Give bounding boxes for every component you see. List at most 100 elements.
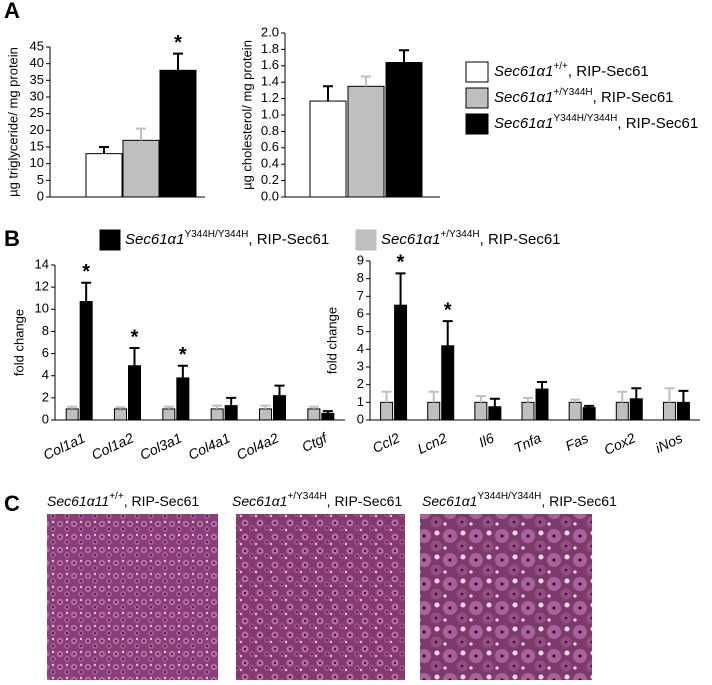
bar (162, 408, 176, 421)
image-caption: Sec61α1+/Y344H, RIP-Sec61 (232, 491, 402, 509)
y-tick-label: 6 (357, 305, 364, 320)
bar (309, 100, 347, 198)
error-bar (617, 390, 628, 403)
bar (441, 345, 455, 421)
y-tick-label: 35 (30, 72, 44, 87)
genotype: +/Y344H (287, 491, 326, 502)
gene-name: Sec61α1 (125, 231, 184, 248)
y-tick-label: 0.6 (261, 139, 279, 154)
error-bar (163, 405, 174, 409)
error-bar (67, 405, 78, 409)
bar (474, 401, 488, 421)
legend-label: Sec61α1Y344H/Y344H, RIP-Sec61 (125, 229, 329, 248)
bar (615, 401, 629, 421)
legend-swatch (99, 229, 121, 251)
y-tick-label: 7 (357, 288, 364, 303)
bar (79, 301, 93, 421)
y-tick-label: 1.6 (261, 57, 279, 72)
strain: , RIP-Sec61 (248, 231, 329, 248)
y-tick-label: 1.2 (261, 90, 279, 105)
gene-name: Sec61α1 (422, 493, 477, 509)
bar (535, 388, 549, 421)
histology-image (47, 514, 218, 680)
bar (321, 412, 335, 421)
error-bar (361, 75, 371, 87)
y-tick-label: 0 (357, 411, 364, 426)
y-tick-label: 0 (37, 188, 44, 203)
bar (259, 408, 272, 421)
y-tick-label: 25 (30, 105, 44, 120)
error-bar (323, 85, 333, 102)
y-tick-label: 0.2 (261, 172, 279, 187)
x-tick-label: Col4a1 (186, 430, 233, 463)
error-bar (81, 281, 92, 302)
legend-label: Sec61α1+/+, RIP-Sec61 (494, 61, 649, 80)
y-tick-label: 1.0 (261, 106, 279, 121)
x-tick-label: Tnfa (511, 429, 543, 455)
error-bar (212, 404, 223, 409)
histology-image (420, 514, 592, 680)
y-tick-label: 40 (30, 55, 44, 70)
error-bar (678, 389, 689, 403)
bar (380, 401, 394, 421)
image-caption: Sec61α1Y344H/Y344H, RIP-Sec61 (422, 491, 617, 509)
strain: , RIP-Sec61 (617, 115, 698, 132)
y-tick-label: 4 (42, 367, 49, 382)
legend-label: Sec61α1+/Y344H, RIP-Sec61 (381, 229, 561, 248)
y-tick-label: 6 (42, 345, 49, 360)
bar (521, 401, 535, 421)
panel-label: C (4, 491, 20, 516)
error-bar (489, 397, 500, 407)
x-tick-label: Col1a1 (41, 430, 88, 463)
strain: , RIP-Sec61 (568, 63, 649, 80)
legend-swatch (465, 113, 489, 135)
y-tick-label: 0.4 (261, 156, 279, 171)
error-bar (570, 398, 581, 403)
bar (488, 406, 502, 421)
error-bar (99, 146, 109, 154)
y-tick-label: 0 (42, 411, 49, 426)
y-tick-label: 45 (30, 38, 44, 53)
significance-mark: * (174, 32, 182, 54)
significance-mark: * (444, 299, 452, 321)
x-tick-label: iNos (653, 430, 685, 456)
error-bar (129, 347, 140, 366)
legend-swatch (355, 229, 377, 251)
error-bar (173, 52, 183, 71)
bar (65, 408, 79, 421)
panel-label: A (4, 0, 20, 23)
y-tick-label: 8 (357, 270, 364, 285)
strain: , RIP-Sec61 (124, 493, 200, 509)
legend-swatch (465, 61, 489, 83)
gene-name: Sec61α1 (494, 63, 553, 80)
error-bar (177, 364, 188, 378)
y-tick-label: 1.8 (261, 41, 279, 56)
bar (568, 401, 582, 421)
bar (307, 408, 321, 421)
y-tick-label: 3 (357, 358, 364, 373)
y-tick-label: 10 (35, 301, 49, 316)
strain: , RIP-Sec61 (327, 493, 403, 509)
y-axis-label: µg cholesterol/ mg protein (239, 40, 254, 190)
y-tick-label: 0.0 (261, 188, 279, 203)
x-tick-label: Lcn2 (415, 429, 449, 456)
y-tick-label: 10 (30, 155, 44, 170)
error-bar (381, 390, 392, 403)
y-tick-label: 30 (30, 88, 44, 103)
significance-mark: * (397, 252, 405, 274)
y-tick-label: 1.4 (261, 74, 279, 89)
bar (273, 395, 286, 421)
error-bar (428, 390, 439, 403)
y-tick-label: 0.8 (261, 123, 279, 138)
gene-name: Sec61α1 (232, 493, 287, 509)
y-tick-label: 1 (357, 394, 364, 409)
genotype: +/+ (553, 61, 568, 72)
error-bar (631, 387, 642, 399)
x-tick-label: Col3a1 (137, 430, 184, 463)
bar (210, 408, 224, 421)
bar (176, 377, 190, 421)
y-tick-label: 5 (357, 323, 364, 338)
strain: , RIP-Sec61 (593, 89, 674, 106)
y-axis-label: µg triglyceride/ mg protein (5, 47, 20, 197)
